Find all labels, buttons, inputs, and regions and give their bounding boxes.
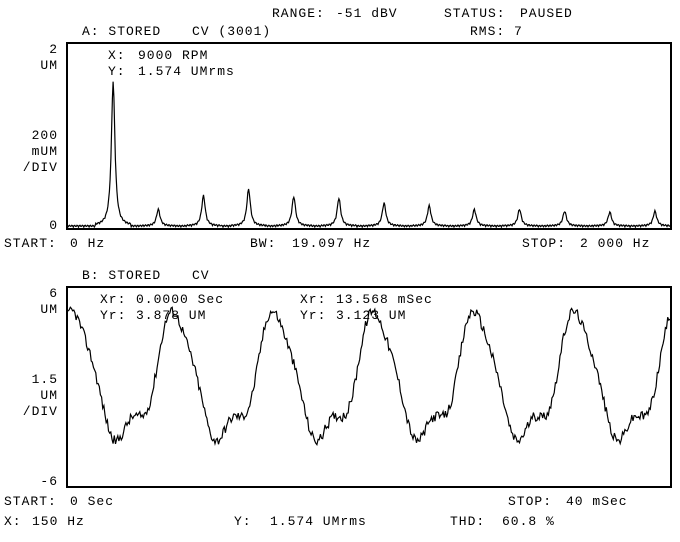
chart-a-cursor-x-label: X: [108,48,126,63]
chart-b-cv: CV [192,268,210,283]
chart-a-ydiv-slash: /DIV [0,160,58,175]
chart-a-bw-label: BW: [250,236,276,251]
chart-a-ydiv: 200 [0,128,58,143]
range-value: -51 dBV [336,6,398,21]
chart-a-title: A: STORED [82,24,161,39]
range-label: RANGE: [272,6,325,21]
chart-a-stop-label: STOP: [522,236,566,251]
chart-a-cv: CV (3001) [192,24,271,39]
chart-b-ydiv: 1.5 [0,372,58,387]
chart-a-cursor-y-value: 1.574 UMrms [138,64,235,79]
chart-a-yunit: UM [0,58,58,73]
chart-b-ydiv-slash: /DIV [0,404,58,419]
status-label: STATUS: [444,6,506,21]
chart-b-ydiv-unit: UM [0,388,58,403]
footer-x-value: 150 Hz [32,514,85,529]
chart-b-c2x-label: Xr: [300,292,326,307]
chart-b-stop-label: STOP: [508,494,552,509]
chart-a-cursor-x-value: 9000 RPM [138,48,208,63]
chart-a-stop-value: 2 000 Hz [580,236,650,251]
chart-a-start-label: START: [4,236,57,251]
chart-b-yunit: UM [0,302,58,317]
chart-b-c1x-label: Xr: [100,292,126,307]
chart-b-c1x-value: 0.0000 Sec [136,292,224,307]
chart-a-ybottom: 0 [0,218,58,233]
chart-b-c1y-label: Yr: [100,308,126,323]
footer-x-label: X: [4,514,22,529]
footer-y-value: 1.574 UMrms [270,514,367,529]
status-value: PAUSED [520,6,573,21]
chart-b-c2y-value: 3.123 UM [336,308,406,323]
chart-b-ytop: 6 [0,286,58,301]
chart-b-c2x-value: 13.568 mSec [336,292,433,307]
chart-b-ybottom: -6 [0,474,58,489]
chart-b-title: B: STORED [82,268,161,283]
chart-a-ydiv-unit: mUM [0,144,58,159]
chart-a-start-value: 0 Hz [70,236,105,251]
footer-thd-value: 60.8 % [502,514,555,529]
footer-y-label: Y: [234,514,252,529]
chart-b-start-label: START: [4,494,57,509]
chart-b-start-value: 0 Sec [70,494,114,509]
chart-b-c1y-value: 3.878 UM [136,308,206,323]
chart-a-bw-value: 19.097 Hz [292,236,371,251]
chart-b-stop-value: 40 mSec [566,494,628,509]
footer-thd-label: THD: [450,514,485,529]
chart-a-ytop: 2 [0,42,58,57]
chart-a-cursor-y-label: Y: [108,64,126,79]
chart-a-rms-value: 7 [514,24,523,39]
chart-a-rms-label: RMS: [470,24,505,39]
chart-b-c2y-label: Yr: [300,308,326,323]
